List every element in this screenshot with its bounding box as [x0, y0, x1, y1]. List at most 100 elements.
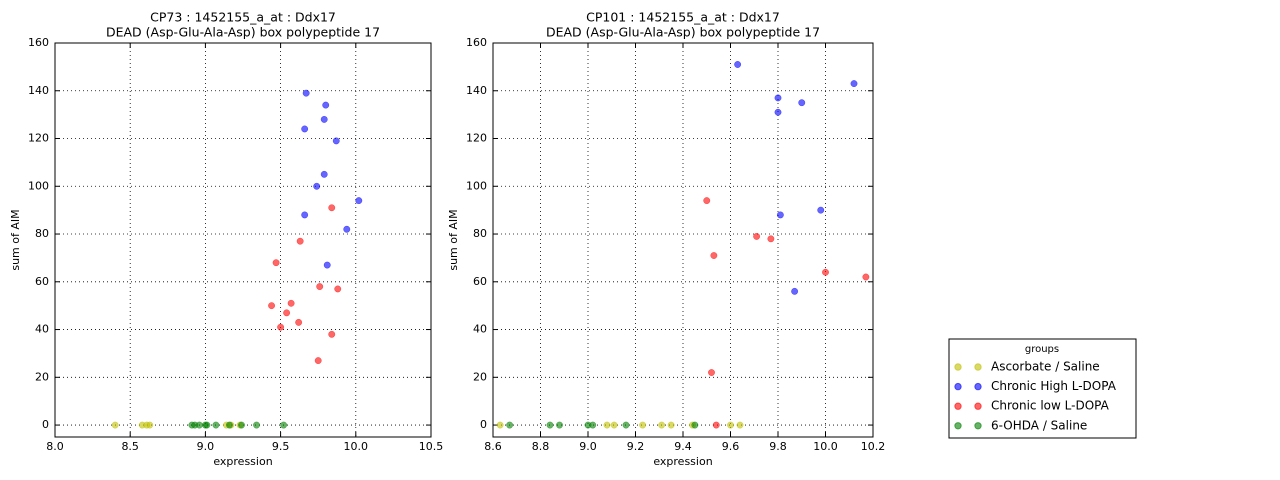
scatter-point: [506, 421, 514, 429]
scatter-point: [496, 421, 504, 429]
plot-frame: [492, 42, 874, 438]
scatter-point: [301, 211, 309, 219]
legend-label: Chronic low L-DOPA: [991, 399, 1110, 413]
scatter-point: [226, 421, 233, 429]
legend-title: groups: [1025, 344, 1059, 355]
scatter-point: [238, 421, 245, 429]
y-tick-label: 120: [466, 132, 487, 145]
scatter-point: [712, 421, 720, 429]
scatter-point: [302, 89, 310, 97]
y-tick-label: 0: [480, 418, 487, 431]
legend-marker: [954, 382, 962, 391]
scatter-point: [727, 421, 734, 429]
legend-label: 6-OHDA / Saline: [991, 418, 1087, 432]
legend-marker: [954, 422, 962, 430]
legend-label: Chronic High L-DOPA: [991, 379, 1117, 393]
x-tick-label: 10.5: [419, 440, 444, 453]
y-tick-label: 60: [35, 275, 49, 288]
scatter-point: [355, 197, 363, 205]
x-tick-label: 8.5: [121, 440, 139, 453]
scatter-point: [667, 421, 675, 429]
y-tick-label: 40: [473, 323, 487, 336]
scatter-point: [710, 252, 718, 259]
scatter-point: [603, 421, 611, 429]
scatter-point: [556, 421, 563, 429]
legend-marker: [954, 402, 962, 410]
scatter-point: [343, 225, 351, 233]
legend-marker: [954, 363, 962, 371]
legend-marker: [974, 402, 982, 410]
scatter-point: [708, 369, 715, 376]
scatter-point: [253, 421, 260, 429]
y-tick-label: 120: [28, 132, 49, 145]
legend-label: Ascorbate / Saline: [991, 360, 1100, 374]
scatter-point: [287, 299, 295, 307]
chart-subtitle: DEAD (Asp-Glu-Ala-Asp) box polypeptide 1…: [546, 25, 820, 40]
y-tick-label: 80: [35, 227, 49, 240]
scatter-point: [334, 285, 342, 293]
x-tick-label: 9.2: [627, 440, 645, 453]
chart-title: CP73 : 1452155_a_at : Ddx17: [150, 10, 336, 25]
scatter-point: [328, 204, 336, 212]
scatter-point: [328, 330, 336, 338]
scatter-point: [791, 287, 799, 295]
scatter-point: [212, 421, 220, 429]
x-axis-label: expression: [653, 455, 712, 468]
plot-frame: [54, 42, 432, 438]
scatter-point: [320, 115, 328, 123]
scatter-point: [320, 170, 328, 178]
x-tick-label: 8.6: [484, 440, 502, 453]
scatter-point: [850, 80, 858, 88]
scatter-point: [767, 235, 775, 243]
legend-marker: [974, 382, 982, 391]
legend-marker: [974, 422, 982, 430]
scatter-point: [316, 283, 324, 291]
scatter-point: [301, 125, 309, 133]
scatter-point: [323, 261, 331, 269]
y-tick-label: 140: [466, 84, 487, 97]
scatter-point: [798, 99, 806, 107]
scatter-point: [691, 421, 699, 429]
scatter-point: [817, 206, 825, 214]
scatter-point: [546, 421, 554, 429]
scatter-point: [610, 421, 618, 429]
x-tick-label: 10.0: [344, 440, 369, 453]
x-axis-label: expression: [213, 455, 272, 468]
x-tick-label: 8.8: [532, 440, 550, 453]
scatter-point: [734, 61, 742, 68]
scatter-point: [639, 421, 647, 429]
scatter-point: [203, 421, 211, 429]
scatter-point: [753, 232, 761, 240]
scatter-point: [774, 94, 782, 102]
scatter-point: [280, 421, 288, 429]
y-tick-label: 40: [35, 323, 49, 336]
scatter-point: [283, 309, 291, 317]
scatter-point: [314, 357, 322, 365]
x-tick-label: 9.0: [197, 440, 215, 453]
x-tick-label: 10.2: [861, 440, 886, 453]
y-tick-label: 0: [42, 418, 49, 431]
scatter-point: [622, 421, 630, 429]
y-tick-label: 60: [473, 275, 487, 288]
scatter-point: [296, 237, 304, 245]
y-tick-label: 160: [28, 36, 49, 49]
x-tick-label: 8.0: [46, 440, 64, 453]
x-tick-label: 9.5: [272, 440, 290, 453]
y-tick-label: 100: [466, 179, 487, 192]
chart-subtitle: DEAD (Asp-Glu-Ala-Asp) box polypeptide 1…: [106, 25, 380, 40]
y-axis-label: sum of AIM: [9, 209, 22, 270]
y-tick-label: 20: [473, 370, 487, 383]
x-tick-label: 9.0: [579, 440, 597, 453]
chart-title: CP101 : 1452155_a_at : Ddx17: [586, 10, 780, 25]
y-tick-label: 100: [28, 179, 49, 192]
x-tick-label: 10.0: [813, 440, 838, 453]
y-tick-label: 160: [466, 36, 487, 49]
scatter-point: [822, 268, 829, 276]
scatter-point: [776, 211, 784, 219]
scatter-point: [322, 101, 330, 109]
y-axis-label: sum of AIM: [447, 209, 460, 270]
scatter-point: [146, 421, 154, 429]
legend-marker: [974, 363, 982, 371]
